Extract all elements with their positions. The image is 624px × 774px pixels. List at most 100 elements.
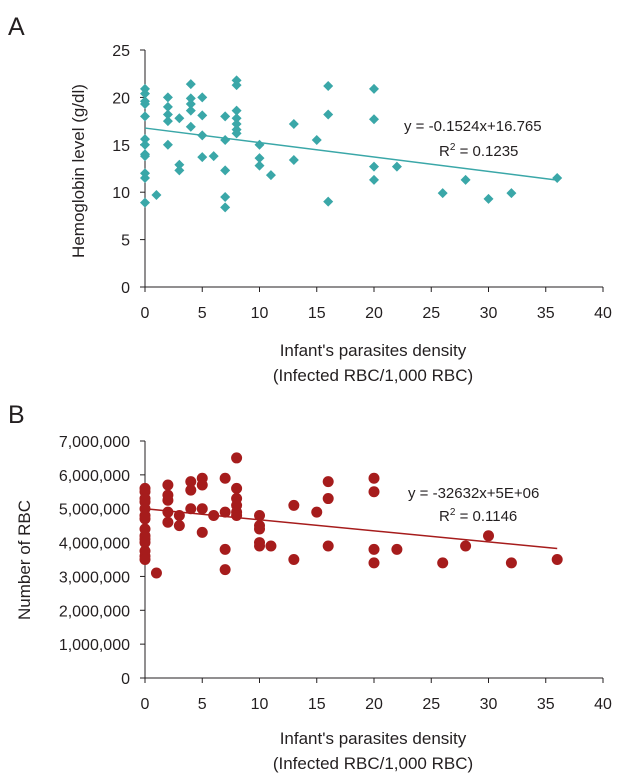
- panel-b-y-tick-label: 5,000,000: [59, 502, 130, 519]
- panel-a-data-point: [140, 197, 150, 208]
- panel-a-data-point: [140, 134, 150, 145]
- panel-a-data-point: [231, 80, 242, 91]
- panel-b-data-point: [391, 543, 403, 555]
- panel-b-data-point: [196, 526, 208, 538]
- panel-b-data-point: [219, 564, 231, 576]
- panel-b-data-point: [219, 543, 231, 555]
- panel-a-data-point: [460, 174, 471, 185]
- panel-b-data-point: [368, 557, 380, 569]
- panel-a-data-point: [369, 114, 379, 125]
- panel-b-data-point: [173, 509, 185, 521]
- panel-b-data-point: [231, 509, 243, 521]
- panel-b-x-tick-label: 35: [537, 696, 555, 713]
- panel-a-data-point: [140, 111, 150, 122]
- panel-a-r-squared-value: = 0.1235: [455, 143, 518, 160]
- panel-b-data-point: [162, 494, 174, 506]
- panel-a-data-point: [323, 196, 334, 207]
- panel-a-data-point: [231, 105, 242, 116]
- panel-b-data-point: [368, 543, 380, 555]
- panel-a-data-point: [437, 188, 448, 199]
- panel-a-x-tick-label: 25: [422, 305, 440, 322]
- panel-a-data-point: [140, 99, 150, 110]
- panel-b-data-point: [254, 540, 265, 552]
- panel-a-y-tick-label: 10: [112, 185, 130, 202]
- panel-a-x-tick-label: 0: [141, 305, 150, 322]
- panel-b-data-point: [368, 486, 380, 498]
- panel-b-data-point: [288, 499, 300, 511]
- panel-a-data-point: [197, 152, 208, 163]
- panel-a-x-tick-label: 10: [251, 305, 269, 322]
- panel-b-data-point: [162, 506, 174, 518]
- panel-b-data-point: [231, 482, 243, 494]
- panel-a-data-point: [323, 81, 334, 92]
- panel-a-x-tick-label: 20: [365, 305, 383, 322]
- panel-a-y-tick-label: 5: [121, 233, 130, 250]
- panel-b-x-axis-title-line2: (Infected RBC/1,000 RBC): [273, 754, 473, 773]
- panel-a-data-point: [174, 159, 185, 170]
- panel-a-r-squared: R2 = 0.1235: [439, 142, 518, 160]
- panel-a-data-point: [506, 188, 517, 199]
- panel-b-data-point: [368, 472, 380, 484]
- panel-a-data-point: [265, 170, 276, 181]
- panel-a-data-point: [220, 111, 231, 122]
- panel-b-data-point: [551, 554, 563, 565]
- panel-a-data-point: [552, 172, 563, 183]
- panel-b-data-point: [219, 506, 231, 518]
- panel-a-x-tick-label: 15: [308, 305, 326, 322]
- panel-b-data-point: [150, 567, 162, 579]
- panel-a-trendline: [144, 127, 558, 181]
- panel-a-data-point: [254, 160, 265, 171]
- panel-a-data-point: [185, 99, 196, 110]
- panel-b-x-tick-label: 25: [422, 696, 440, 713]
- panel-a-r-squared-superscript: 2: [450, 142, 456, 153]
- panel-a-y-tick-label: 15: [112, 138, 130, 155]
- panel-a-x-tick-label: 40: [594, 305, 612, 322]
- panel-a-data-point: [185, 93, 196, 104]
- panel-b-data-point: [231, 452, 243, 464]
- panel-a-data-point: [483, 193, 494, 204]
- panel-a-data-point: [231, 118, 242, 129]
- panel-b-y-tick-label: 0: [121, 671, 130, 688]
- panel-b-y-axis-title: Number of RBC: [15, 500, 34, 620]
- panel-a-data-point: [220, 135, 231, 146]
- panel-a-y-tick-label: 25: [112, 43, 130, 60]
- panel-a-x-tick-label: 30: [480, 305, 498, 322]
- panel-a-data-point: [162, 139, 173, 150]
- panel-b-data-point: [139, 513, 151, 525]
- panel-a-r-squared-label: R: [439, 143, 450, 160]
- panel-b-data-point: [288, 554, 300, 565]
- panel-b-data-point: [185, 503, 197, 515]
- panel-b-data-point: [139, 554, 151, 565]
- panel-b-data-point: [437, 557, 449, 569]
- panel-a-data-point: [254, 139, 265, 150]
- panel-b-data-point: [173, 520, 185, 532]
- panel-a-data-point: [311, 135, 322, 146]
- panel-a-data-point: [288, 118, 299, 129]
- panel-b-data-point: [196, 479, 208, 491]
- panel-a-data-point: [185, 121, 196, 132]
- panel-a-data-point: [162, 116, 173, 127]
- panel-b-r-squared-superscript: 2: [450, 507, 456, 518]
- panel-a-x-axis-title-line1: Infant's parasites density: [280, 341, 467, 360]
- panel-a-data-point: [323, 109, 334, 120]
- panel-b-data-point: [505, 557, 517, 569]
- panel-b-y-tick-label: 1,000,000: [59, 637, 130, 654]
- panel-a-data-point: [197, 110, 208, 121]
- panel-b-data-point: [254, 509, 265, 521]
- panel-a-y-axis-title: Hemoglobin level (g/dl): [69, 84, 88, 258]
- panel-a-data-point: [231, 113, 242, 124]
- panel-a-letter: A: [8, 13, 25, 41]
- panel-a-data-point: [162, 109, 173, 120]
- panel-b-data-point: [265, 540, 277, 552]
- panel-a-data-point: [185, 79, 196, 90]
- panel-b-data-point: [483, 530, 494, 542]
- panel-a-data-point: [140, 151, 150, 162]
- panel-b-data-point: [185, 484, 197, 496]
- panel-a-data-point: [369, 161, 379, 172]
- panel-b-x-axis-title-line1: Infant's parasites density: [280, 729, 467, 748]
- panel-b-data-point: [162, 516, 174, 528]
- panel-b-x-tick-label: 40: [594, 696, 612, 713]
- panel-b-y-tick-label: 4,000,000: [59, 536, 130, 553]
- panel-a-data-point: [185, 105, 196, 116]
